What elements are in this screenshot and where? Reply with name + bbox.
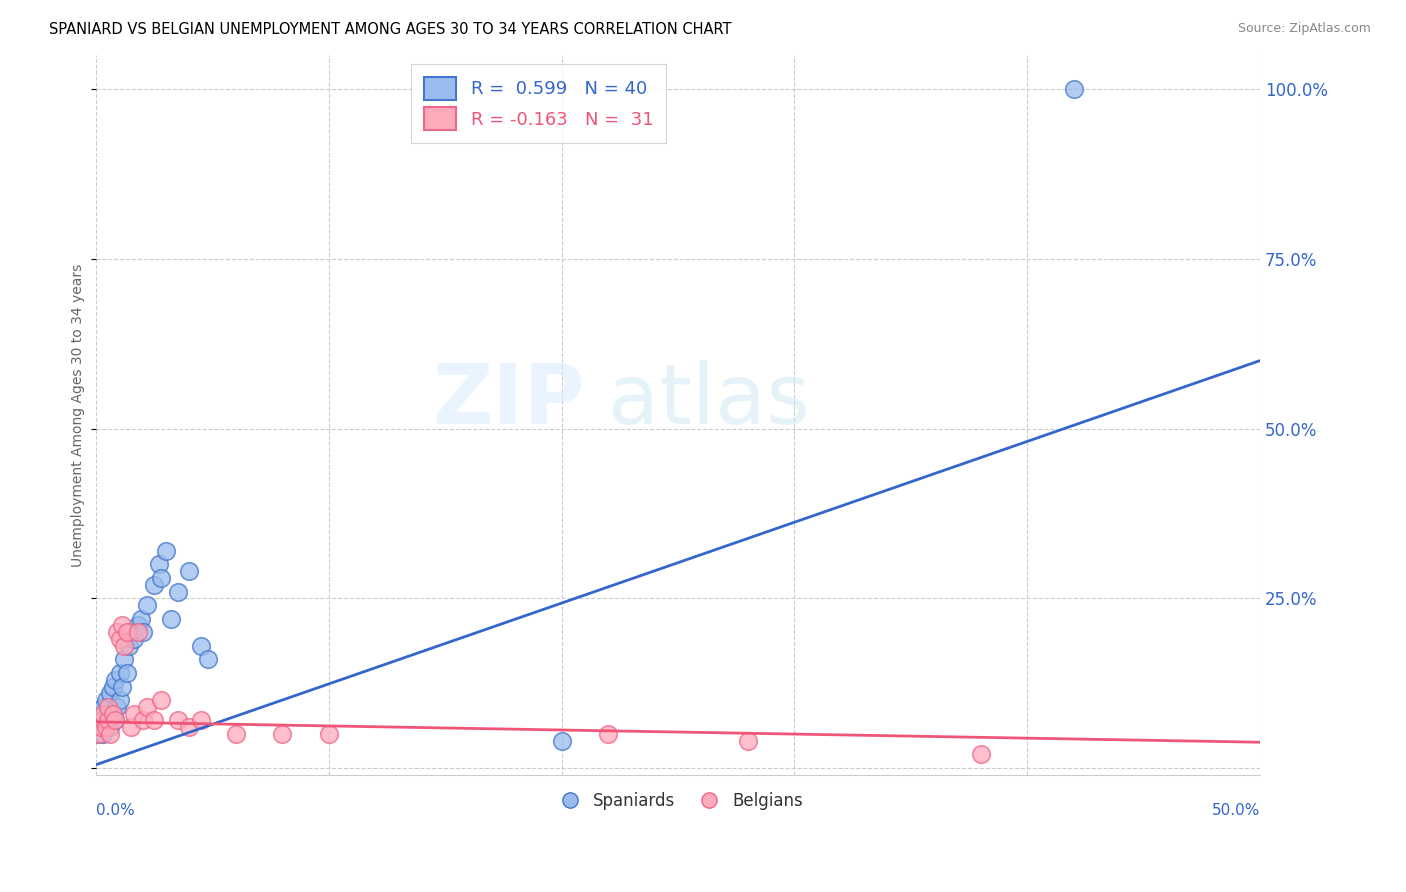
Point <box>91 706 114 721</box>
Point <box>179 564 201 578</box>
Text: Source: ZipAtlas.com: Source: ZipAtlas.com <box>1237 22 1371 36</box>
Point <box>105 625 128 640</box>
Point <box>122 706 145 721</box>
Point <box>159 612 181 626</box>
Point <box>197 652 219 666</box>
Point <box>91 714 114 728</box>
Point <box>132 625 155 640</box>
Point <box>737 734 759 748</box>
Point <box>115 665 138 680</box>
Point <box>97 706 120 721</box>
Point <box>90 720 112 734</box>
Point <box>101 680 124 694</box>
Point <box>1063 82 1085 96</box>
Point <box>190 639 212 653</box>
Point <box>108 632 131 646</box>
Point <box>111 680 134 694</box>
Text: 50.0%: 50.0% <box>1212 804 1260 818</box>
Point <box>127 618 149 632</box>
Point <box>132 714 155 728</box>
Point <box>108 693 131 707</box>
Point <box>143 578 166 592</box>
Text: SPANIARD VS BELGIAN UNEMPLOYMENT AMONG AGES 30 TO 34 YEARS CORRELATION CHART: SPANIARD VS BELGIAN UNEMPLOYMENT AMONG A… <box>49 22 731 37</box>
Point <box>87 727 110 741</box>
Point <box>112 652 135 666</box>
Point <box>120 720 142 734</box>
Point <box>969 747 991 762</box>
Point <box>122 632 145 646</box>
Text: atlas: atlas <box>609 360 810 441</box>
Point <box>120 625 142 640</box>
Text: 0.0%: 0.0% <box>96 804 135 818</box>
Point <box>105 700 128 714</box>
Point <box>112 639 135 653</box>
Point <box>94 720 117 734</box>
Y-axis label: Unemployment Among Ages 30 to 34 years: Unemployment Among Ages 30 to 34 years <box>72 263 86 566</box>
Point <box>127 625 149 640</box>
Point <box>115 625 138 640</box>
Point <box>271 727 294 741</box>
Point <box>166 584 188 599</box>
Point <box>150 571 173 585</box>
Point <box>91 700 114 714</box>
Point <box>101 706 124 721</box>
Point <box>87 727 110 741</box>
Point <box>98 720 121 734</box>
Point <box>143 714 166 728</box>
Point <box>98 686 121 700</box>
Point <box>118 639 141 653</box>
Point <box>136 598 159 612</box>
Point <box>136 700 159 714</box>
Point <box>98 727 121 741</box>
Point <box>104 714 127 728</box>
Point <box>155 543 177 558</box>
Point <box>90 706 112 721</box>
Point <box>108 665 131 680</box>
Legend: Spaniards, Belgians: Spaniards, Belgians <box>547 786 810 817</box>
Point <box>97 700 120 714</box>
Point <box>97 714 120 728</box>
Point <box>318 727 340 741</box>
Point <box>166 714 188 728</box>
Point <box>101 706 124 721</box>
Point <box>129 612 152 626</box>
Text: ZIP: ZIP <box>433 360 585 441</box>
Point <box>598 727 620 741</box>
Point <box>150 693 173 707</box>
Point <box>551 734 574 748</box>
Point <box>104 673 127 687</box>
Point <box>179 720 201 734</box>
Point <box>148 558 170 572</box>
Point <box>91 727 114 741</box>
Point <box>190 714 212 728</box>
Point <box>97 714 120 728</box>
Point <box>104 714 127 728</box>
Point <box>91 714 114 728</box>
Point <box>94 693 117 707</box>
Point <box>94 720 117 734</box>
Point <box>111 618 134 632</box>
Point <box>225 727 247 741</box>
Point <box>90 720 112 734</box>
